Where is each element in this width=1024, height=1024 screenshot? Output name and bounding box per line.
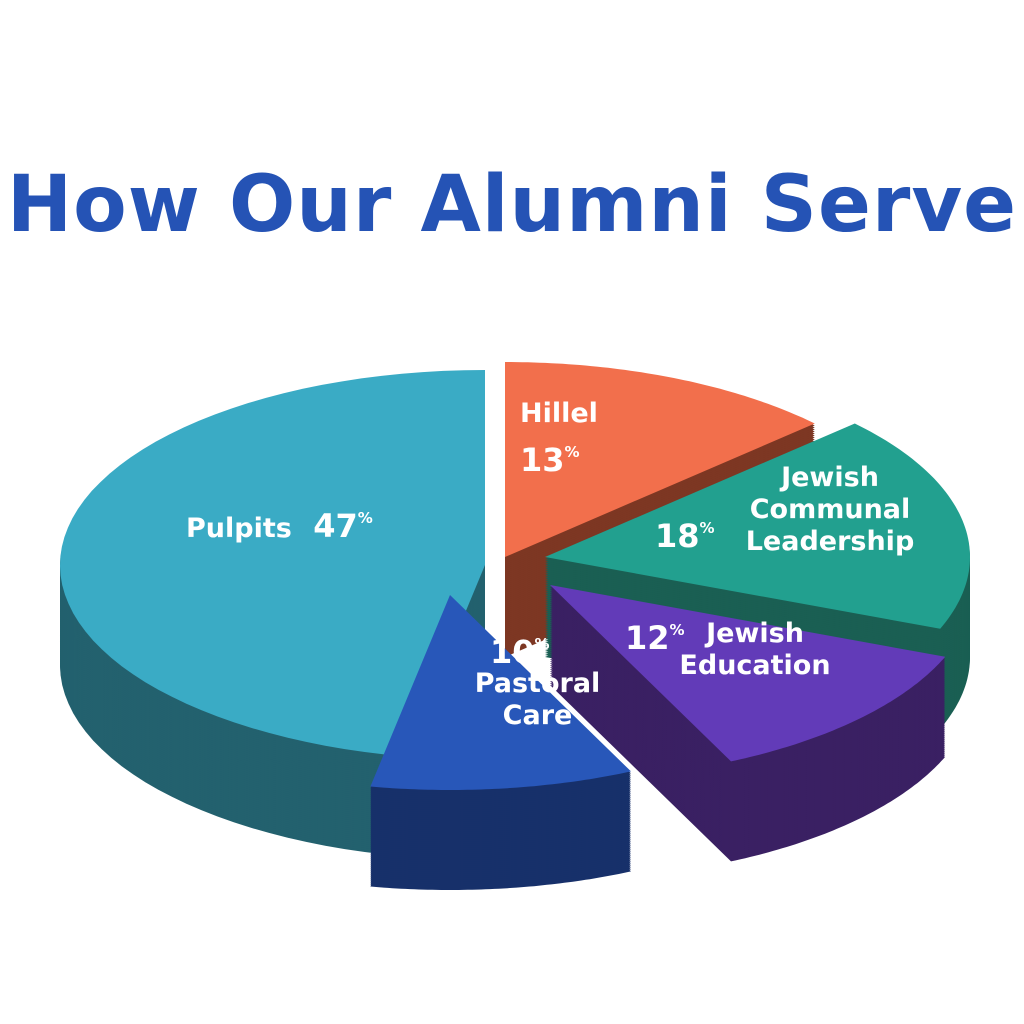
label-education-name: Jewish Education <box>679 618 831 681</box>
slice-pastoral-care <box>370 595 631 890</box>
label-pastoral-value: 10 <box>490 633 535 671</box>
chart-title: How Our Alumni Serve <box>6 160 1018 250</box>
label-hillel-value: 13 <box>520 441 565 479</box>
slice-top <box>545 423 970 629</box>
label-hillel-name: Hillel <box>520 398 598 429</box>
label-education-value: 12 <box>625 619 670 657</box>
label-hillel: Hillel 13% <box>520 398 598 476</box>
label-pulpits-name: Pulpits <box>186 513 292 544</box>
percent-sign: % <box>357 509 373 527</box>
label-jcl-value: 18 <box>655 517 700 555</box>
label-pastoral: 10% Pastoral Care <box>470 628 605 732</box>
percent-sign: % <box>699 519 715 537</box>
slice-top <box>505 362 815 557</box>
slice-pulpits <box>60 370 485 857</box>
label-jcl: 18% Jewish Communal Leadership <box>655 462 915 558</box>
percent-sign: % <box>564 443 580 461</box>
label-pulpits: Pulpits 47% <box>186 502 373 545</box>
percent-sign: % <box>669 621 685 639</box>
label-education: 12% Jewish Education <box>625 618 855 682</box>
percent-sign: % <box>534 635 550 653</box>
slice-top <box>550 585 946 762</box>
slice-top <box>60 370 485 757</box>
label-pastoral-name: Pastoral Care <box>474 668 601 731</box>
label-jcl-name: Jewish Communal Leadership <box>745 462 915 557</box>
label-pulpits-value: 47 <box>313 507 358 545</box>
slice-top <box>370 595 631 790</box>
slice-jewish-education <box>550 585 946 862</box>
